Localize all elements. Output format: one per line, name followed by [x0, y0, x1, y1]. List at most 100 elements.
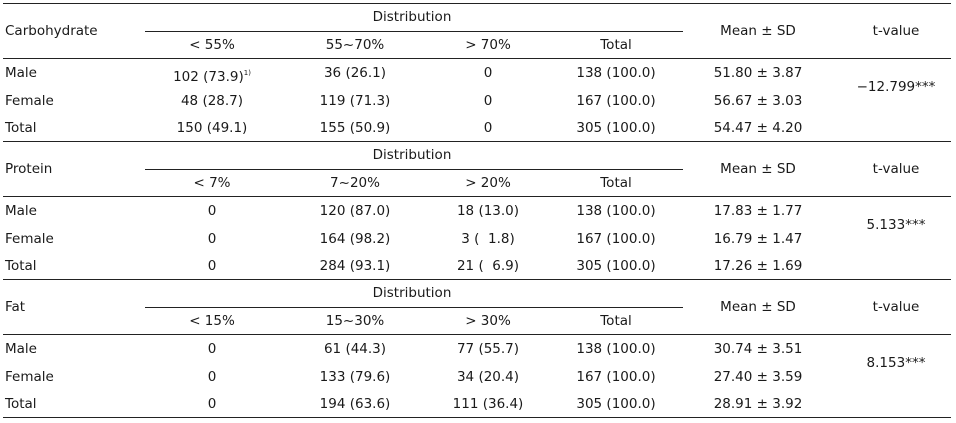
distribution-header: Distribution: [372, 285, 452, 301]
table-cell: 119 (71.3): [319, 92, 391, 109]
distribution-rule: [145, 169, 683, 170]
header-bottom-rule: [3, 334, 951, 335]
table-cell: 0: [208, 340, 217, 358]
table-cell: 21 ( 6.9): [456, 258, 520, 274]
footnote-marker: 1): [243, 69, 251, 77]
total-header: Total: [600, 175, 632, 191]
range-header: < 55%: [189, 37, 235, 53]
range-header: < 7%: [193, 175, 231, 191]
group-label: Total: [5, 258, 37, 274]
table-cell: 77 (55.7): [456, 341, 520, 357]
total-cell: 138 (100.0): [576, 65, 656, 81]
distribution-rule: [145, 31, 683, 32]
nutrient-label: Protein: [5, 161, 53, 177]
mean-sd-cell: 54.47 ± 4.20: [713, 120, 803, 136]
t-value-cell: −12.799***: [856, 79, 936, 95]
total-cell: 305 (100.0): [576, 120, 656, 136]
total-cell: 305 (100.0): [576, 396, 656, 412]
table-cell: 164 (98.2): [319, 230, 391, 247]
table-cell: 0: [208, 230, 217, 248]
table-cell: 0: [483, 65, 493, 81]
table-cell: 18 (13.0): [456, 203, 520, 219]
cell-value: 0: [207, 230, 217, 247]
table-cell: 133 (79.6): [319, 368, 391, 385]
mean-sd-cell: 17.83 ± 1.77: [713, 203, 803, 219]
table-cell: 0: [208, 368, 217, 386]
cell-value: 102 (73.9): [173, 69, 244, 85]
cell-value: 0: [207, 203, 217, 219]
mean-sd-cell: 27.40 ± 3.59: [713, 368, 803, 385]
table-cell: 36 (26.1): [323, 65, 387, 81]
distribution-rule: [145, 307, 683, 308]
table-cell: 48 (28.7): [181, 92, 243, 110]
range-header: 55~70%: [325, 37, 385, 53]
range-header: > 30%: [465, 313, 511, 329]
total-cell: 138 (100.0): [576, 341, 656, 357]
table-bottom-rule: [3, 417, 951, 418]
section-top-rule: [3, 279, 951, 280]
table-cell: 111 (36.4): [452, 396, 524, 412]
mean-sd-header: Mean ± SD: [720, 299, 796, 315]
mean-sd-cell: 51.80 ± 3.87: [713, 65, 803, 81]
table-cell: 0: [208, 395, 217, 413]
mean-sd-cell: 28.91 ± 3.92: [713, 396, 803, 412]
range-header: 15~30%: [325, 313, 385, 329]
t-value-header: t-value: [872, 161, 920, 177]
t-value-header: t-value: [872, 23, 920, 39]
table-cell: 3 ( 1.8): [461, 230, 515, 247]
mean-sd-cell: 56.67 ± 3.03: [713, 92, 803, 109]
distribution-header: Distribution: [372, 147, 452, 163]
table-cell: 284 (93.1): [319, 258, 391, 274]
group-label: Total: [5, 120, 37, 136]
total-cell: 138 (100.0): [576, 203, 656, 219]
t-value-cell: 5.133***: [866, 217, 926, 233]
group-label: Female: [5, 368, 54, 385]
group-label: Female: [5, 92, 54, 109]
cell-value: 0: [207, 396, 217, 412]
cell-value: 0: [207, 341, 217, 357]
group-label: Total: [5, 396, 37, 412]
table-cell: 102 (73.9)1): [173, 64, 251, 86]
total-header: Total: [600, 313, 632, 329]
group-label: Male: [5, 203, 37, 219]
mean-sd-cell: 17.26 ± 1.69: [713, 258, 803, 274]
group-label: Female: [5, 230, 54, 247]
mean-sd-header: Mean ± SD: [720, 161, 796, 177]
table-cell: 0: [483, 92, 493, 109]
mean-sd-cell: 16.79 ± 1.47: [713, 230, 803, 247]
mean-sd-header: Mean ± SD: [720, 23, 796, 39]
cell-value: 0: [207, 258, 217, 274]
table-cell: 120 (87.0): [319, 203, 391, 219]
total-cell: 305 (100.0): [576, 258, 656, 274]
total-cell: 167 (100.0): [576, 92, 656, 109]
table-cell: 61 (44.3): [323, 341, 387, 357]
table-cell: 0: [208, 202, 217, 220]
total-cell: 167 (100.0): [576, 368, 656, 385]
group-label: Male: [5, 65, 37, 81]
range-header: 7~20%: [330, 175, 380, 191]
nutrient-label: Carbohydrate: [5, 23, 98, 39]
total-header: Total: [600, 37, 632, 53]
table-cell: 194 (63.6): [319, 396, 391, 412]
section-top-rule: [3, 141, 951, 142]
range-header: < 15%: [189, 313, 235, 329]
table-cell: 150 (49.1): [177, 119, 248, 137]
table-cell: 34 (20.4): [456, 368, 520, 385]
mean-sd-cell: 30.74 ± 3.51: [713, 341, 803, 357]
distribution-header: Distribution: [372, 9, 452, 25]
t-value-header: t-value: [872, 299, 920, 315]
table-cell: 0: [483, 120, 493, 136]
header-bottom-rule: [3, 196, 951, 197]
range-header: > 20%: [465, 175, 511, 191]
header-bottom-rule: [3, 58, 951, 59]
cell-value: 150 (49.1): [176, 120, 248, 136]
section-top-rule: [3, 3, 951, 4]
cell-value: 48 (28.7): [180, 92, 244, 109]
table-cell: 0: [208, 257, 217, 275]
group-label: Male: [5, 341, 37, 357]
t-value-cell: 8.153***: [866, 355, 926, 371]
table-cell: 155 (50.9): [319, 120, 391, 136]
range-header: > 70%: [465, 37, 511, 53]
cell-value: 0: [207, 368, 217, 385]
nutrient-label: Fat: [5, 299, 26, 315]
